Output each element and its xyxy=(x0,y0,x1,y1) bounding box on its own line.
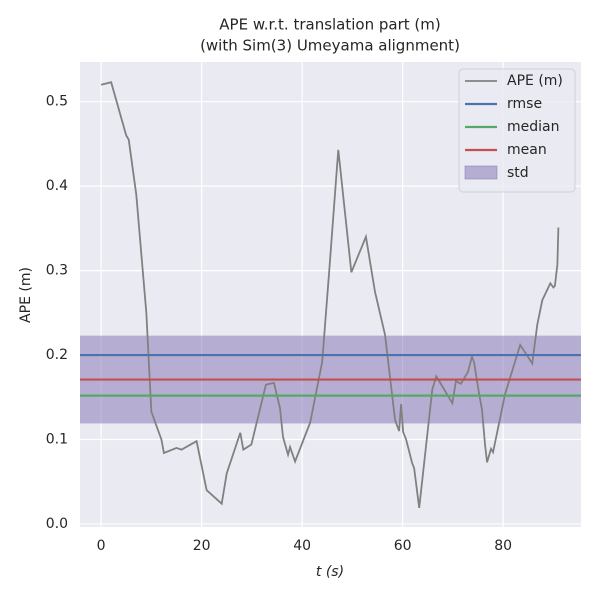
y-tick-label: 0.0 xyxy=(46,516,68,532)
x-tick-label: 40 xyxy=(293,538,311,554)
legend-label: rmse xyxy=(507,96,542,112)
legend-label: mean xyxy=(507,142,547,158)
x-axis-label: t (s) xyxy=(316,564,344,580)
y-tick-label: 0.3 xyxy=(46,263,68,279)
y-tick-label: 0.2 xyxy=(46,347,68,363)
x-tick-label: 80 xyxy=(494,538,512,554)
legend-swatch xyxy=(464,165,498,180)
x-tick-label: 0 xyxy=(97,538,106,554)
series-line xyxy=(100,81,560,509)
y-axis-label: APE (m) xyxy=(18,267,34,323)
legend-label: APE (m) xyxy=(507,73,563,89)
legend-label: median xyxy=(507,119,559,135)
legend-box xyxy=(458,68,576,193)
x-tick-label: 60 xyxy=(394,538,412,554)
chart-subtitle: (with Sim(3) Umeyama alignment) xyxy=(200,37,460,55)
y-tick-label: 0.5 xyxy=(46,94,68,110)
chart-title: APE w.r.t. translation part (m) xyxy=(219,16,440,34)
y-tick-label: 0.4 xyxy=(46,178,68,194)
legend-label: std xyxy=(507,165,529,181)
x-tick-label: 20 xyxy=(193,538,211,554)
y-tick-label: 0.1 xyxy=(46,432,68,448)
